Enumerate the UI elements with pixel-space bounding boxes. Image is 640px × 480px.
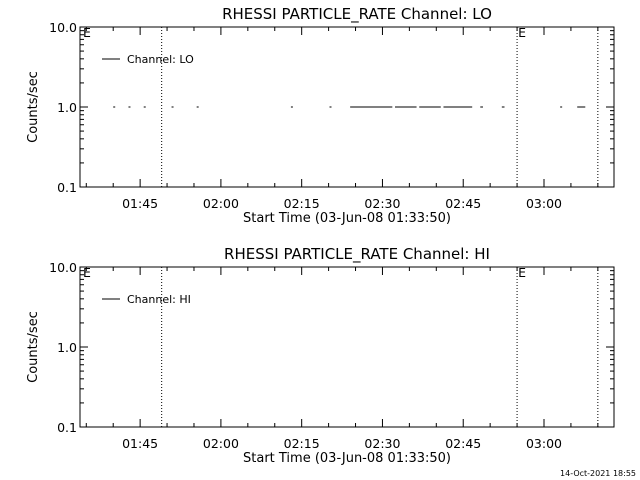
chart-title: RHESSI PARTICLE_RATE Channel: LO bbox=[222, 5, 492, 24]
x-tick-label: 02:30 bbox=[364, 196, 400, 211]
legend-label: Channel: LO bbox=[127, 53, 194, 66]
y-axis-label: Counts/sec bbox=[26, 71, 41, 143]
x-tick-label: 02:00 bbox=[203, 196, 239, 211]
x-tick-label: 03:00 bbox=[526, 436, 562, 451]
event-marker-label: E bbox=[518, 265, 526, 280]
x-tick-label: 01:45 bbox=[122, 196, 158, 211]
x-tick-label: 02:00 bbox=[203, 436, 239, 451]
y-tick-label: 1.0 bbox=[57, 100, 77, 115]
x-tick-label: 02:45 bbox=[445, 436, 481, 451]
y-tick-label: 0.1 bbox=[57, 180, 77, 195]
event-marker-label: E bbox=[83, 25, 91, 40]
chart-panel-2: RHESSI PARTICLE_RATE Channel: HI 0.1 1.0 10… bbox=[26, 245, 615, 466]
x-tick-label: 02:30 bbox=[364, 436, 400, 451]
chart-title: RHESSI PARTICLE_RATE Channel: HI bbox=[224, 245, 490, 264]
x-tick-label: 02:15 bbox=[284, 436, 320, 451]
plot-frame bbox=[79, 266, 615, 428]
chart-panel-1: RHESSI PARTICLE_RATE Channel: LO 0.1 1.0 10… bbox=[26, 5, 615, 226]
y-tick-label: 10.0 bbox=[49, 20, 77, 35]
y-tick-label: 0.1 bbox=[57, 420, 77, 435]
legend-label: Channel: HI bbox=[127, 293, 191, 306]
footer-timestamp: 14-Oct-2021 18:55 bbox=[560, 469, 636, 478]
y-tick-label: 10.0 bbox=[49, 260, 77, 275]
y-tick-label: 1.0 bbox=[57, 340, 77, 355]
x-tick-label: 03:00 bbox=[526, 196, 562, 211]
x-axis-label: Start Time (03-Jun-08 01:33:50) bbox=[243, 211, 451, 226]
x-tick-label: 02:45 bbox=[445, 196, 481, 211]
event-marker-label: E bbox=[518, 25, 526, 40]
x-tick-label: 02:15 bbox=[284, 196, 320, 211]
y-axis-label: Counts/sec bbox=[26, 311, 41, 383]
plot-frame bbox=[79, 26, 615, 188]
x-axis-label: Start Time (03-Jun-08 01:33:50) bbox=[243, 451, 451, 466]
x-tick-label: 01:45 bbox=[122, 436, 158, 451]
event-marker-label: E bbox=[83, 265, 91, 280]
